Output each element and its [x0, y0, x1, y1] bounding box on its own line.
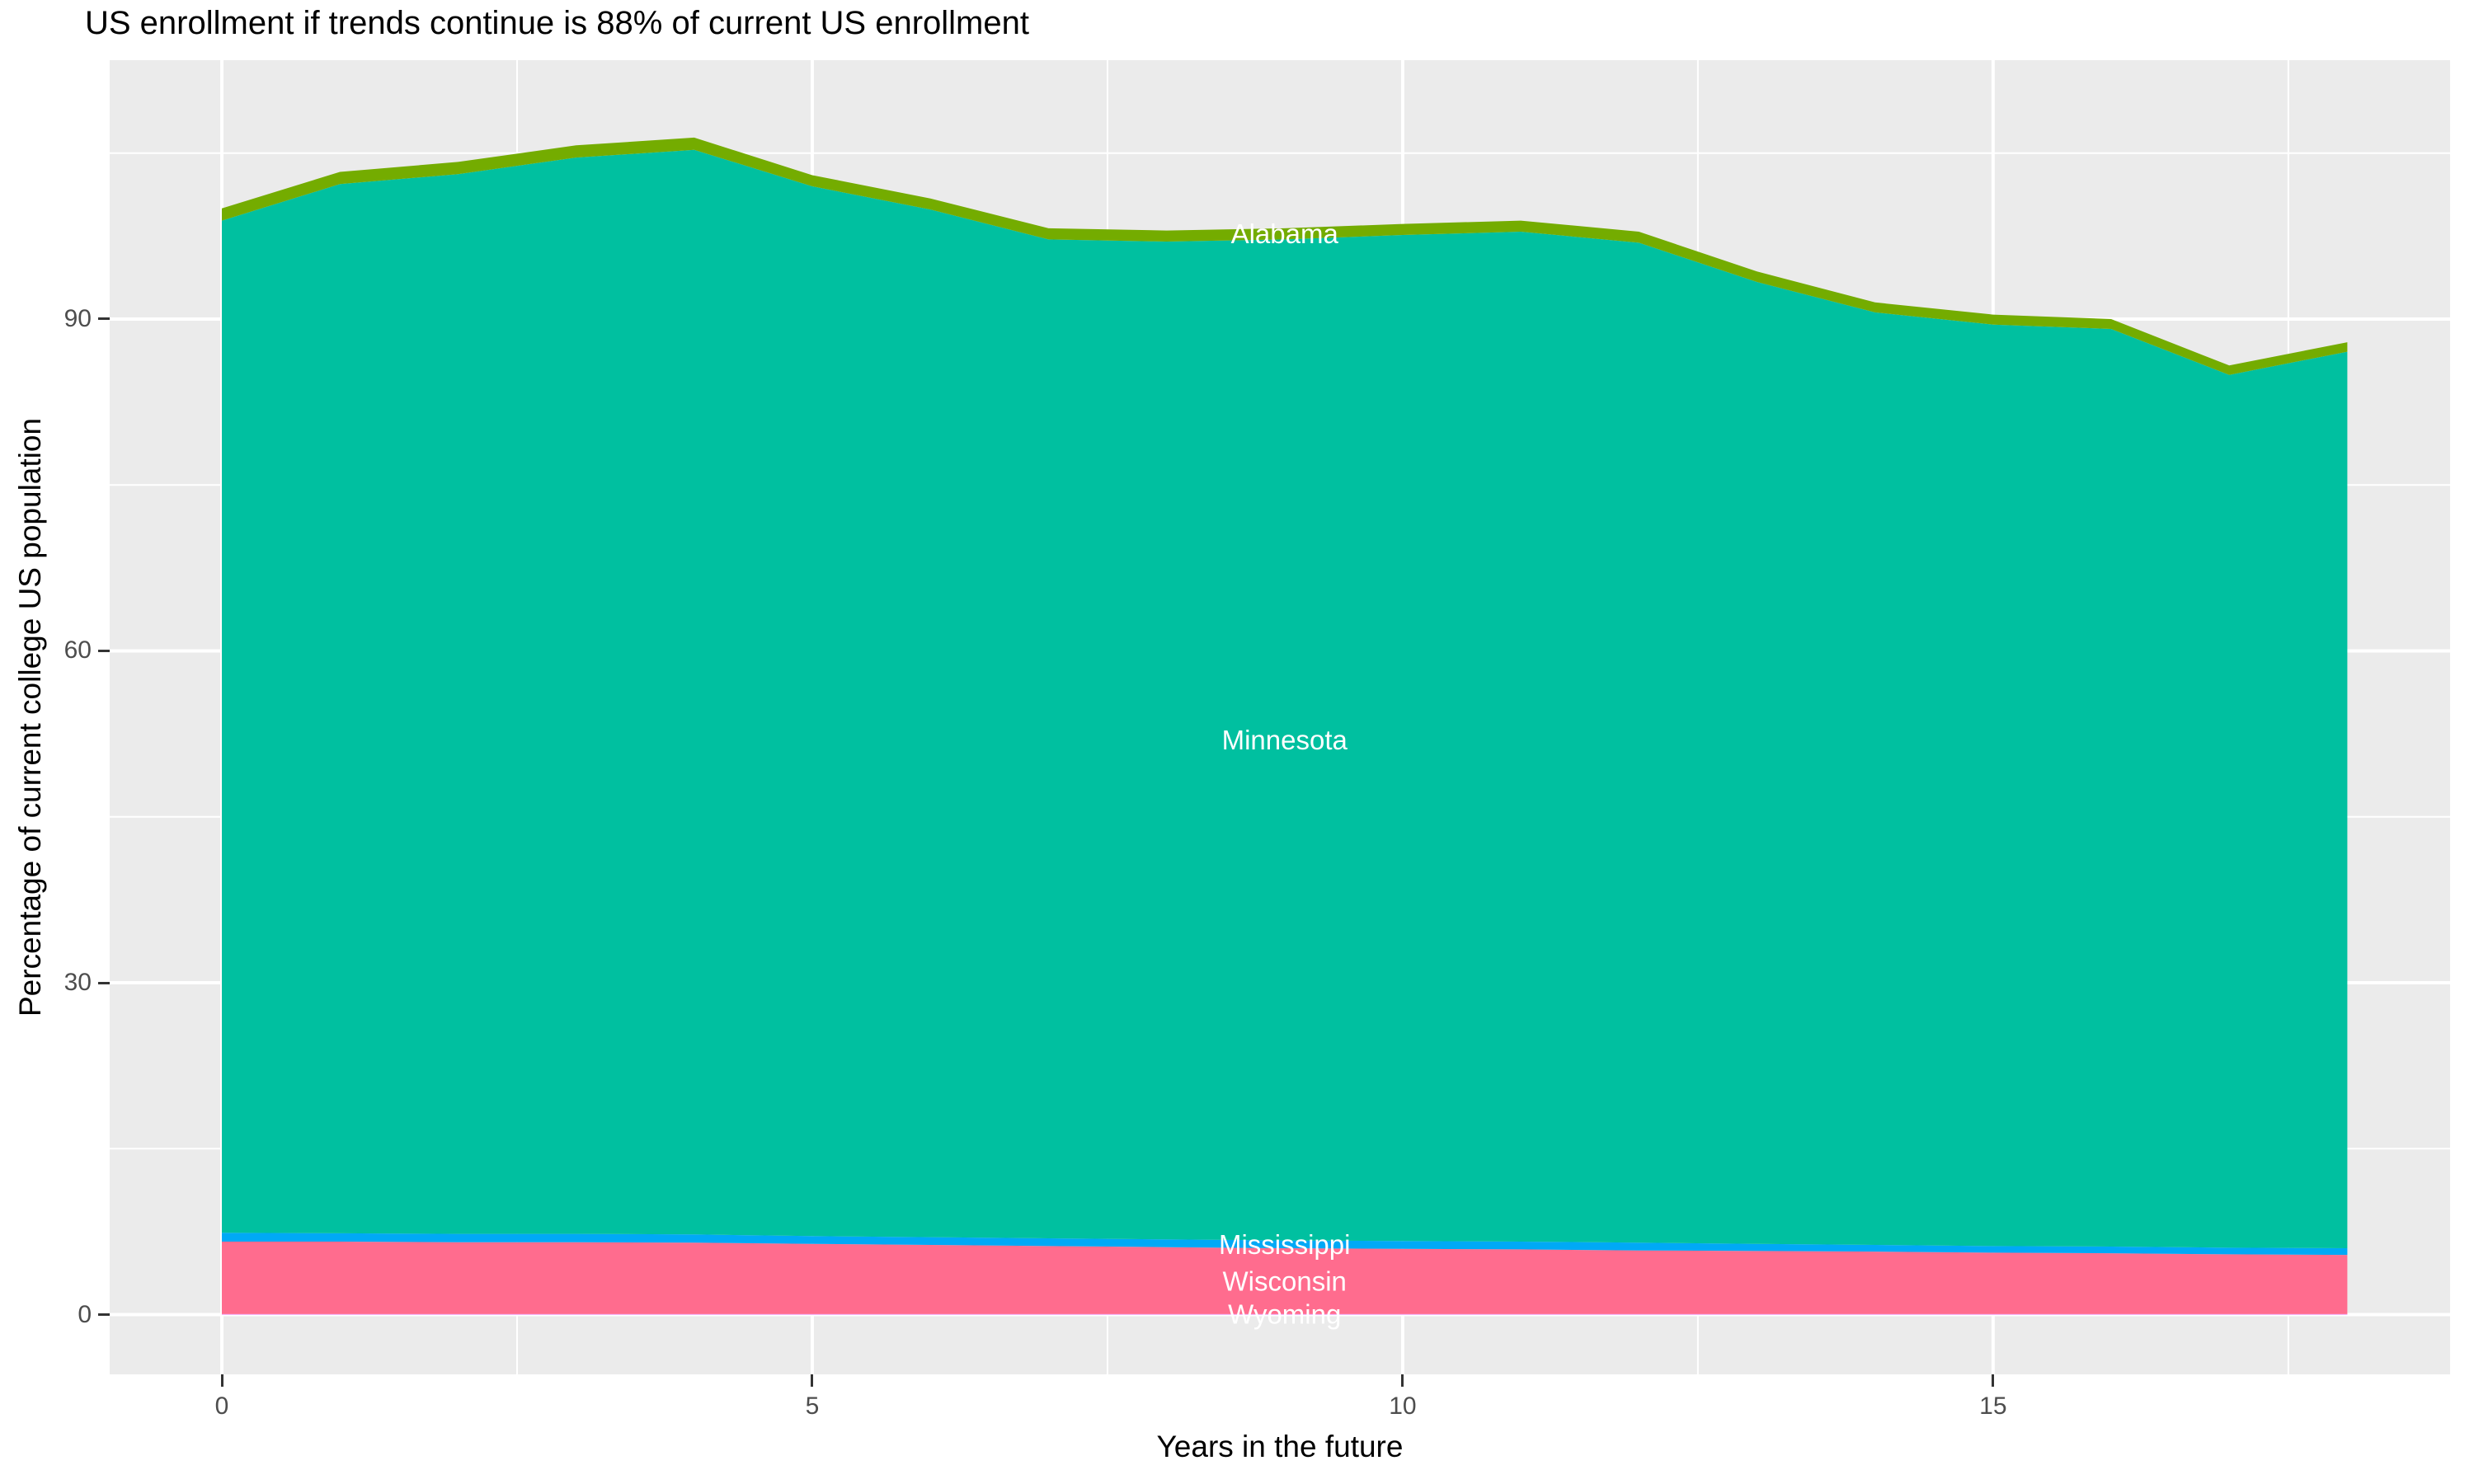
y-tick-label: 90 — [63, 304, 92, 332]
x-tick-label: 5 — [805, 1392, 820, 1420]
area-wisconsin — [222, 1242, 2348, 1314]
y-tick-mark — [98, 649, 110, 652]
x-tick-mark — [220, 1374, 223, 1387]
chart-title: US enrollment if trends continue is 88% … — [85, 5, 1029, 41]
area-label-mississippi: Mississippi — [1219, 1229, 1351, 1260]
area-label-wisconsin: Wisconsin — [1223, 1266, 1347, 1296]
x-axis-title: Years in the future — [1156, 1430, 1404, 1463]
area-label-minnesota: Minnesota — [1222, 725, 1348, 755]
x-tick-label: 15 — [1979, 1392, 2007, 1420]
x-tick-mark — [811, 1374, 814, 1387]
area-wyoming — [222, 1313, 2348, 1315]
y-tick-label: 30 — [63, 969, 92, 997]
x-tick-label: 10 — [1389, 1392, 1417, 1420]
area-label-wyoming: Wyoming — [1228, 1299, 1341, 1330]
y-tick-mark — [98, 317, 110, 321]
y-tick-mark — [98, 981, 110, 984]
plot-panel: Wyoming Wisconsin Mississippi Minnesota Alab… — [110, 60, 2450, 1374]
y-axis-title: Percentage of current college US populat… — [13, 417, 47, 1017]
x-tick-mark — [1401, 1374, 1404, 1387]
x-tick-mark — [1992, 1374, 1995, 1387]
x-tick-label: 0 — [214, 1392, 229, 1420]
y-tick-label: 0 — [78, 1300, 92, 1328]
area-minnesota — [222, 149, 2348, 1249]
y-tick-mark — [98, 1313, 110, 1317]
area-label-alabama: Alabama — [1231, 218, 1339, 249]
y-tick-label: 60 — [63, 636, 92, 665]
area-mississippi — [222, 1233, 2348, 1256]
